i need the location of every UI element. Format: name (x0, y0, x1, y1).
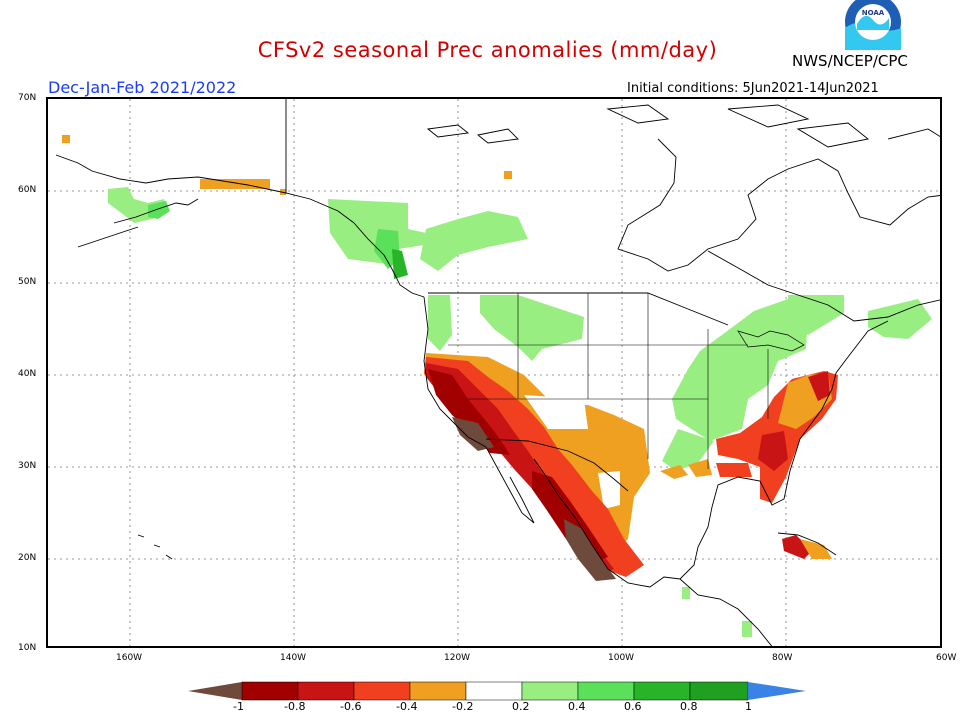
noaa-logo: NOAA (845, 0, 901, 50)
lat-label: 20N (18, 553, 37, 563)
lat-label: 60N (18, 185, 37, 195)
colorbar-swatch (353, 681, 411, 701)
lon-label: 80W (772, 653, 793, 663)
colorbar-swatch (633, 681, 691, 701)
colorbar-highend (748, 682, 806, 700)
lat-label: 50N (18, 277, 37, 287)
map-title: CFSv2 seasonal Prec anomalies (mm/day) (257, 38, 718, 62)
map-panel (46, 97, 942, 648)
initial-conditions-label: Initial conditions: 5Jun2021-14Jun2021 (627, 81, 879, 96)
colorbar-label: -0.6 (340, 700, 362, 713)
colorbar-label: -0.8 (284, 700, 306, 713)
coastlines (55, 99, 940, 646)
lon-label: 120W (444, 653, 471, 663)
lat-label: 70N (18, 93, 37, 103)
lon-label: 140W (280, 653, 307, 663)
precip-map (48, 99, 940, 646)
colorbar-label: -1 (233, 700, 244, 713)
colorbar-swatch (577, 681, 635, 701)
colorbar (188, 681, 806, 701)
svg-text:NOAA: NOAA (862, 9, 885, 17)
graticule (48, 99, 940, 646)
anomaly-fields (62, 135, 932, 637)
colorbar-swatch (465, 681, 523, 701)
colorbar-swatch (689, 681, 749, 701)
lat-label: 30N (18, 461, 37, 471)
lon-label: 100W (608, 653, 635, 663)
colorbar-label: 0.4 (568, 700, 586, 713)
agency-label: NWS/NCEP/CPC (792, 52, 908, 70)
colorbar-label: 0.8 (680, 700, 698, 713)
lat-label: 10N (18, 643, 37, 653)
colorbar-label: 0.6 (624, 700, 642, 713)
lat-label: 40N (18, 369, 37, 379)
colorbar-label: -0.2 (452, 700, 474, 713)
colorbar-swatch (409, 681, 467, 701)
colorbar-lowend (188, 682, 242, 700)
colorbar-swatch (241, 681, 299, 701)
colorbar-label: 1 (745, 700, 752, 713)
colorbar-label: 0.2 (512, 700, 530, 713)
lon-label: 160W (116, 653, 143, 663)
colorbar-label: -0.4 (396, 700, 418, 713)
lon-label: 60W (936, 653, 957, 663)
season-label: Dec-Jan-Feb 2021/2022 (48, 78, 237, 97)
colorbar-swatch (297, 681, 355, 701)
colorbar-swatch (521, 681, 579, 701)
